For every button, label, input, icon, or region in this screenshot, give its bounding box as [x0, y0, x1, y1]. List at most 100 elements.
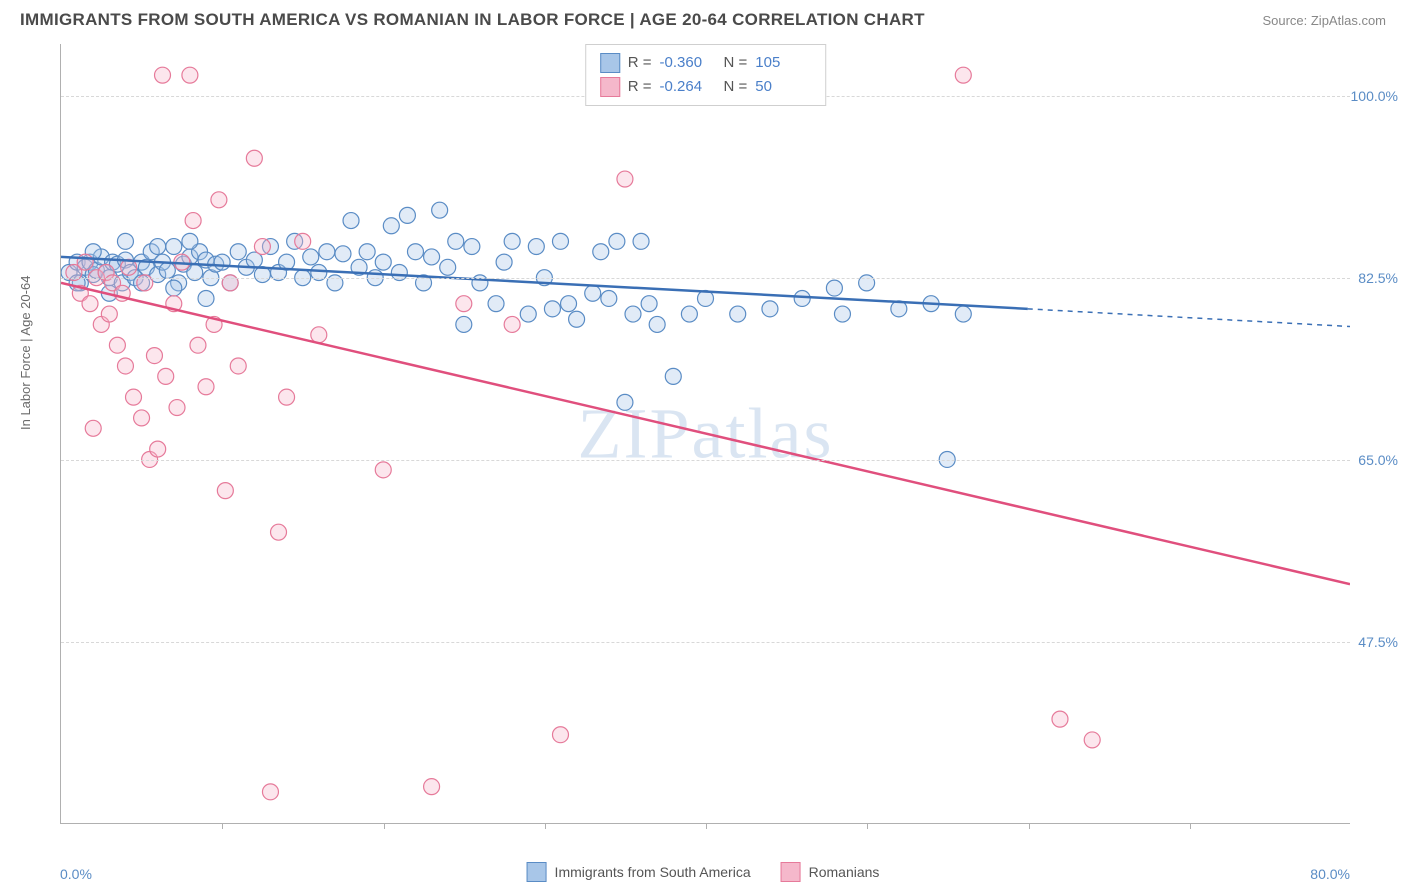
data-point	[359, 244, 375, 260]
data-point	[649, 316, 665, 332]
data-point	[794, 290, 810, 306]
data-point	[182, 233, 198, 249]
legend-swatch	[527, 862, 547, 882]
data-point	[217, 483, 233, 499]
x-tick-label: 80.0%	[1310, 866, 1350, 882]
data-point	[375, 462, 391, 478]
data-point	[464, 239, 480, 255]
data-point	[134, 410, 150, 426]
y-tick-label: 100.0%	[1351, 88, 1398, 104]
data-point	[230, 244, 246, 260]
data-point	[432, 202, 448, 218]
data-point	[585, 285, 601, 301]
chart-plot-area: ZIPatlas R = -0.360 N = 105 R = -0.264 N…	[60, 44, 1350, 824]
gridline	[61, 642, 1350, 643]
data-point	[561, 296, 577, 312]
chart-svg	[61, 44, 1350, 823]
data-point	[262, 784, 278, 800]
data-point	[504, 316, 520, 332]
x-tick-mark	[222, 823, 223, 829]
data-point	[665, 368, 681, 384]
legend-label: Immigrants from South America	[555, 864, 751, 880]
data-point	[150, 441, 166, 457]
y-axis-label: In Labor Force | Age 20-64	[18, 276, 33, 430]
trend-line-extrapolated	[1028, 309, 1350, 327]
data-point	[552, 727, 568, 743]
legend-swatch	[781, 862, 801, 882]
data-point	[254, 239, 270, 255]
x-tick-mark	[545, 823, 546, 829]
data-point	[955, 67, 971, 83]
data-point	[303, 249, 319, 265]
stat-value-n: 105	[755, 51, 811, 75]
data-point	[85, 420, 101, 436]
data-point	[155, 67, 171, 83]
data-point	[319, 244, 335, 260]
x-tick-mark	[706, 823, 707, 829]
stat-value-n: 50	[755, 75, 811, 99]
chart-title: IMMIGRANTS FROM SOUTH AMERICA VS ROMANIA…	[20, 10, 925, 30]
data-point	[681, 306, 697, 322]
data-point	[633, 233, 649, 249]
data-point	[335, 246, 351, 262]
stat-value-r: -0.264	[660, 75, 716, 99]
data-point	[230, 358, 246, 374]
data-point	[826, 280, 842, 296]
y-tick-label: 65.0%	[1358, 452, 1398, 468]
data-point	[185, 213, 201, 229]
data-point	[617, 171, 633, 187]
legend-swatch	[600, 77, 620, 97]
data-point	[109, 337, 125, 353]
data-point	[82, 296, 98, 312]
data-point	[496, 254, 512, 270]
data-point	[375, 254, 391, 270]
data-point	[593, 244, 609, 260]
data-point	[1052, 711, 1068, 727]
data-point	[520, 306, 536, 322]
data-point	[456, 316, 472, 332]
data-point	[504, 233, 520, 249]
data-point	[399, 207, 415, 223]
data-point	[488, 296, 504, 312]
data-point	[762, 301, 778, 317]
x-tick-mark	[1029, 823, 1030, 829]
data-point	[117, 233, 133, 249]
data-point	[625, 306, 641, 322]
stat-value-r: -0.360	[660, 51, 716, 75]
data-point	[641, 296, 657, 312]
data-point	[295, 233, 311, 249]
data-point	[158, 368, 174, 384]
stats-legend-row: R = -0.264 N = 50	[600, 75, 812, 99]
data-point	[211, 192, 227, 208]
stat-label-n: N =	[724, 75, 748, 99]
legend-swatch	[600, 53, 620, 73]
data-point	[117, 358, 133, 374]
data-point	[617, 394, 633, 410]
data-point	[198, 379, 214, 395]
gridline	[61, 278, 1350, 279]
data-point	[834, 306, 850, 322]
data-point	[609, 233, 625, 249]
stat-label-r: R =	[628, 51, 652, 75]
data-point	[246, 150, 262, 166]
data-point	[279, 389, 295, 405]
chart-source: Source: ZipAtlas.com	[1262, 13, 1386, 28]
stats-legend: R = -0.360 N = 105 R = -0.264 N = 50	[585, 44, 827, 106]
data-point	[440, 259, 456, 275]
data-point	[544, 301, 560, 317]
data-point	[198, 290, 214, 306]
data-point	[569, 311, 585, 327]
data-point	[150, 239, 166, 255]
data-point	[146, 348, 162, 364]
legend-item: Romanians	[781, 862, 880, 882]
data-point	[343, 213, 359, 229]
series-legend: Immigrants from South America Romanians	[517, 860, 890, 884]
data-point	[214, 254, 230, 270]
data-point	[456, 296, 472, 312]
data-point	[552, 233, 568, 249]
gridline	[61, 460, 1350, 461]
data-point	[182, 67, 198, 83]
data-point	[126, 389, 142, 405]
legend-item: Immigrants from South America	[527, 862, 751, 882]
data-point	[424, 249, 440, 265]
